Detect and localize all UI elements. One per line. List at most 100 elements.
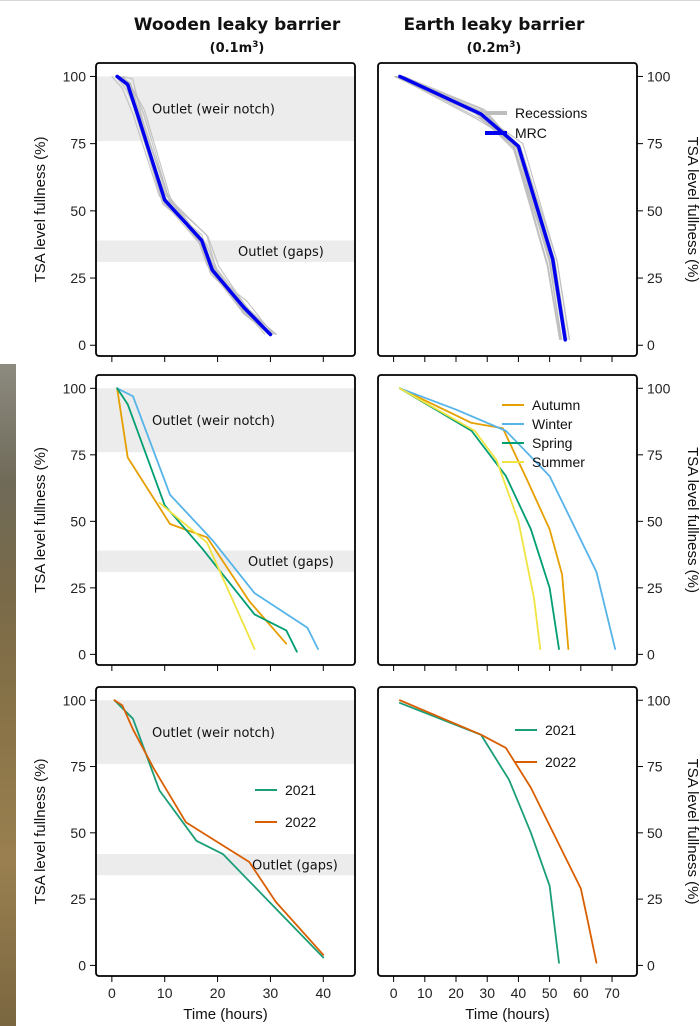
series-line-2021	[113, 699, 325, 959]
legend-label: Spring	[532, 435, 572, 451]
x-tick-label: 0	[108, 985, 116, 1001]
series-line-summer	[398, 387, 542, 650]
plot-background	[378, 63, 637, 356]
y-tick-label: 75	[647, 447, 663, 463]
series-line-mrc	[115, 74, 273, 337]
y-tick-label: 0	[647, 337, 655, 353]
legend: Recessions MRC	[485, 105, 587, 141]
series-line-autumn	[116, 387, 288, 645]
series-line-mrc	[398, 74, 567, 342]
y-tick-label: 50	[647, 513, 663, 529]
x-axis-label: Time (hours)	[465, 1006, 549, 1023]
y-tick-label: 75	[647, 759, 663, 775]
outlet-band	[96, 76, 355, 141]
y-tick-label: 25	[647, 270, 663, 286]
column-title-earth: Earth leaky barrier	[404, 15, 586, 35]
legend-label: 2022	[285, 814, 316, 830]
plot-frame	[377, 62, 638, 357]
x-tick-label: 40	[315, 985, 331, 1001]
y-tick-label: 100	[647, 380, 671, 396]
x-tick-label: 30	[263, 985, 279, 1001]
series-line-spring	[116, 387, 298, 653]
recession-line	[403, 75, 570, 340]
y-axis-label: TSA level fullness (%)	[32, 447, 49, 593]
legend-label: Recessions	[515, 105, 587, 121]
outlet-band	[96, 550, 355, 572]
outlet-band	[96, 700, 355, 764]
y-tick-label: 50	[647, 825, 663, 841]
outlet-band-label: Outlet (gaps)	[252, 859, 338, 874]
plot-frame	[95, 374, 356, 666]
series-line-autumn	[398, 387, 570, 650]
series-line-summer	[158, 501, 256, 650]
y-tick-label: 100	[647, 692, 671, 708]
x-tick-label: 20	[210, 985, 226, 1001]
plot-frame	[377, 374, 638, 666]
y-tick-label: 25	[70, 270, 86, 286]
x-tick-label: 10	[417, 985, 433, 1001]
y-tick-label: 0	[78, 646, 86, 662]
y-tick-label: 50	[70, 513, 86, 529]
y-axis-label: TSA level fullness (%)	[32, 759, 49, 905]
legend: 2021 2022	[515, 722, 576, 770]
series-line-winter	[398, 387, 617, 650]
y-tick-label: 25	[647, 891, 663, 907]
legend-label: 2022	[545, 754, 576, 770]
y-axis-label: TSA level fullness (%)	[684, 759, 700, 905]
y-tick-label: 100	[63, 380, 87, 396]
panel-bottom-right: 0 25 50 75 100 0 10 20 30 40 50 60 70 TSA level fulln…	[377, 686, 700, 1023]
panels: Outlet (weir notch) Outlet (gaps) 0 25 50 75 1…	[32, 62, 700, 1023]
y-tick-label: 25	[70, 580, 86, 596]
outlet-band	[96, 388, 355, 453]
legend-label: Autumn	[532, 397, 580, 413]
plot-frame	[95, 686, 356, 977]
panel-top-left: Outlet (weir notch) Outlet (gaps) 0 25 50 75 1…	[32, 62, 356, 362]
outlet-band	[96, 240, 355, 262]
series-line-2022	[398, 699, 598, 964]
y-axis-label: TSA level fullness (%)	[684, 137, 700, 283]
column-title-wooden: Wooden leaky barrier	[134, 15, 341, 35]
legend-label: 2021	[545, 722, 576, 738]
panel-bottom-left: Outlet (weir notch) Outlet (gaps) 0 25 50 75 1…	[32, 686, 356, 1023]
series-line-spring	[398, 387, 560, 650]
x-tick-label: 20	[448, 985, 464, 1001]
x-tick-label: 10	[157, 985, 173, 1001]
x-tick-label: 50	[542, 985, 558, 1001]
y-axis-label: TSA level fullness (%)	[684, 447, 700, 593]
plot-background	[378, 375, 637, 665]
outlet-band-label: Outlet (weir notch)	[152, 414, 275, 429]
column-subtitle-earth: (0.2m3)	[467, 40, 522, 56]
outlet-band-label: Outlet (weir notch)	[152, 726, 275, 741]
plot-background	[378, 687, 637, 976]
legend-label: 2021	[285, 782, 316, 798]
y-tick-label: 0	[647, 646, 655, 662]
x-tick-label: 0	[390, 985, 398, 1001]
plot-frame	[377, 686, 638, 977]
legend: Autumn Winter Spring Summer	[502, 397, 585, 470]
y-axis-label: TSA level fullness (%)	[32, 137, 49, 283]
y-tick-label: 75	[70, 447, 86, 463]
top-rule	[0, 0, 700, 1]
recession-line	[122, 76, 278, 335]
recession-line	[401, 75, 568, 340]
panel-middle-right: 0 25 50 75 100 TSA level fullness (%) Autumn Wi…	[377, 374, 700, 671]
y-tick-label: 0	[78, 337, 86, 353]
x-tick-label: 70	[604, 985, 620, 1001]
column-subtitle-wooden: (0.1m3)	[210, 40, 265, 56]
legend-label: Summer	[532, 454, 585, 470]
x-tick-label: 30	[479, 985, 495, 1001]
background-photo-strip	[0, 364, 16, 1026]
y-tick-label: 100	[647, 68, 671, 84]
legend: 2021 2022	[255, 782, 316, 830]
plot-frame	[95, 62, 356, 357]
series-line-2022	[113, 699, 325, 956]
y-tick-label: 0	[647, 957, 655, 973]
legend-label: Winter	[532, 416, 573, 432]
x-tick-label: 40	[511, 985, 527, 1001]
outlet-band-label: Outlet (gaps)	[248, 555, 334, 570]
y-tick-label: 100	[63, 68, 87, 84]
y-tick-label: 25	[647, 580, 663, 596]
y-tick-label: 75	[647, 136, 663, 152]
outlet-band-label: Outlet (gaps)	[238, 245, 324, 260]
